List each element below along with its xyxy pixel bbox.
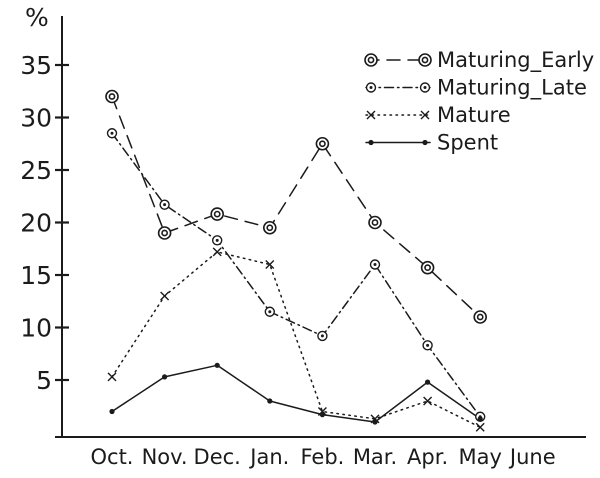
x-tick-label: May — [458, 445, 501, 469]
marker-maturing_early-inner — [424, 264, 431, 272]
marker-maturing_early-inner — [371, 219, 379, 226]
y-tick-label: 20 — [20, 209, 52, 238]
marker-mature — [107, 372, 117, 382]
y-tick-label: 30 — [20, 104, 52, 133]
series-line-mature — [111, 251, 481, 428]
marker-mature — [317, 407, 327, 416]
x-tick-label: Jan. — [248, 445, 289, 469]
marker-mature — [370, 414, 380, 424]
marker-maturing_late-inner — [163, 203, 167, 207]
marker-maturing_early — [473, 310, 488, 324]
x-tick-label: Oct. — [91, 445, 134, 469]
series-line-spent — [111, 364, 481, 423]
marker-maturing_early — [420, 260, 435, 275]
legend-marker-maturing_early — [364, 53, 378, 67]
marker-maturing_late-inner — [268, 310, 272, 314]
x-tick-label: Nov. — [142, 445, 188, 469]
marker-mature — [475, 422, 485, 432]
y-tick-label: 25 — [20, 156, 52, 185]
x-tick-label: June — [508, 445, 556, 469]
x-tick-label: Feb. — [300, 445, 344, 469]
marker-maturing_early-inner — [318, 140, 326, 148]
series-line-maturing_late — [111, 132, 481, 418]
marker-maturing_early-inner — [476, 313, 484, 321]
legend-marker-maturing_early-inner — [421, 56, 429, 64]
legend-marker-spent — [368, 139, 374, 146]
marker-maturing_early — [105, 89, 119, 104]
marker-maturing_late-inner — [320, 334, 324, 338]
marker-spent — [477, 416, 483, 422]
marker-maturing_early-inner — [108, 93, 116, 100]
y-tick-label: 10 — [20, 314, 52, 343]
legend-marker-maturing_late-inner — [423, 86, 427, 89]
marker-mature — [212, 247, 222, 257]
marker-spent — [372, 419, 378, 425]
legend-label-mature: Mature — [437, 103, 511, 127]
legend-marker-maturing_early — [418, 53, 432, 67]
marker-maturing_early-inner — [213, 210, 221, 218]
legend-marker-maturing_late-inner — [369, 86, 373, 89]
marker-maturing_late-inner — [373, 263, 377, 266]
x-tick-label: Mar. — [353, 445, 397, 469]
marker-mature — [160, 291, 170, 301]
marker-spent — [425, 379, 431, 385]
marker-maturing_late-inner — [110, 131, 114, 135]
marker-mature — [423, 396, 433, 406]
series-line-maturing_early — [111, 95, 481, 318]
legend-label-maturing_early: Maturing_Early — [437, 48, 594, 73]
marker-maturing_late-inner — [215, 238, 219, 242]
legend-marker-mature — [366, 110, 376, 120]
marker-spent — [162, 374, 168, 380]
y-tick-label: 5 — [36, 366, 52, 395]
marker-spent — [109, 408, 115, 415]
marker-maturing_early — [368, 215, 382, 230]
marker-maturing_early — [157, 226, 172, 240]
legend-label-spent: Spent — [437, 131, 498, 155]
x-tick-label: Dec. — [194, 445, 241, 469]
marker-spent — [319, 412, 325, 418]
legend-label-maturing_late: Maturing_Late — [437, 76, 587, 101]
marker-maturing_early — [262, 220, 277, 235]
marker-maturing_early — [315, 136, 330, 151]
marker-maturing_early-inner — [266, 224, 274, 232]
marker-maturing_early — [210, 207, 224, 221]
y-tick-label: 15 — [20, 261, 52, 290]
y-tick-label: 35 — [20, 51, 52, 80]
marker-maturing_early-inner — [161, 229, 168, 237]
legend-marker-mature — [420, 110, 430, 120]
y-axis-unit-label: % — [25, 3, 49, 32]
x-tick-label: Apr. — [407, 445, 448, 469]
marker-mature — [265, 260, 275, 269]
marker-spent — [267, 398, 273, 404]
marker-maturing_late-inner — [426, 343, 430, 347]
legend-marker-spent — [422, 139, 428, 146]
legend-marker-maturing_early-inner — [367, 56, 375, 64]
marker-spent — [214, 362, 220, 368]
